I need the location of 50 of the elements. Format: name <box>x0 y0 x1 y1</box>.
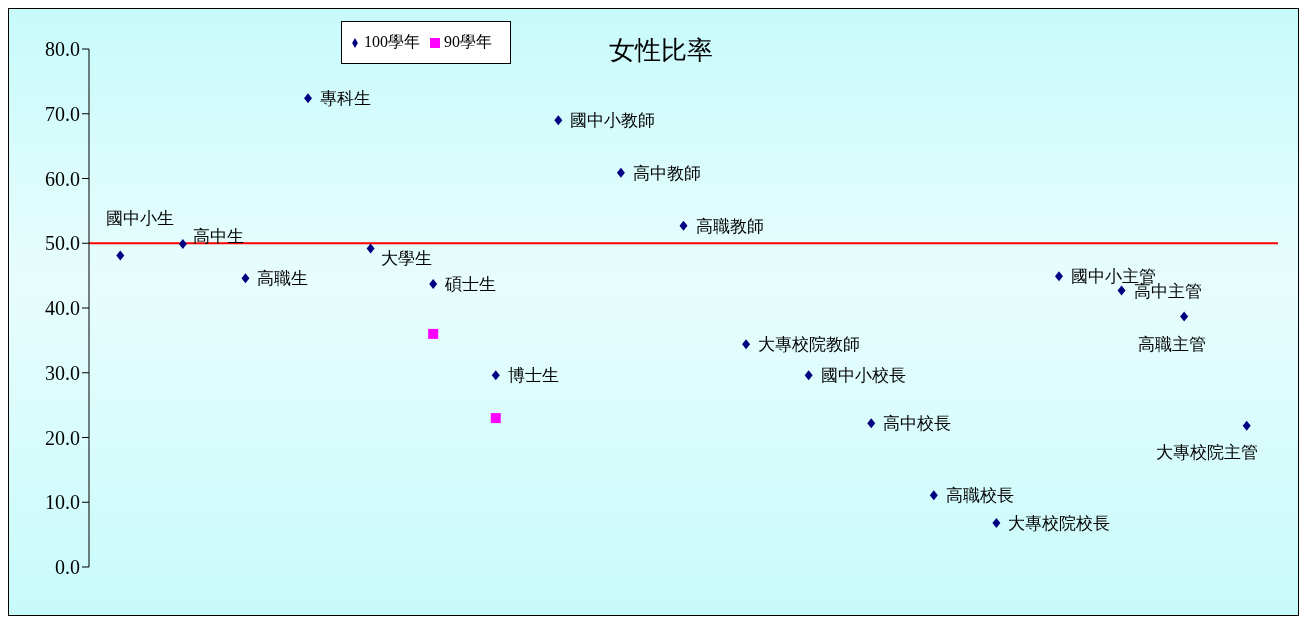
point <box>1180 311 1189 322</box>
point <box>241 273 250 284</box>
y-tick-label: 0.0 <box>55 556 80 579</box>
annotation: 碩士生 <box>444 274 497 295</box>
annotation: 博士生 <box>507 365 559 386</box>
annotation: 國中小校長 <box>820 365 906 386</box>
annotation: 國中小教師 <box>570 110 656 131</box>
point <box>867 418 876 429</box>
point <box>1117 285 1126 296</box>
annotation: 高職校長 <box>945 485 1014 506</box>
point <box>491 370 500 381</box>
y-tick-label: 70.0 <box>45 102 80 125</box>
point <box>1054 271 1063 282</box>
point <box>679 220 688 231</box>
point <box>428 328 439 339</box>
annotation: 高職主管 <box>1138 334 1207 355</box>
annotation: 大專校院教師 <box>758 334 861 355</box>
point <box>992 517 1001 528</box>
point <box>490 413 501 424</box>
point <box>1242 420 1251 431</box>
point <box>178 238 187 249</box>
y-tick-label: 10.0 <box>45 491 80 514</box>
point <box>366 243 375 254</box>
annotation: 國中小生 <box>106 207 175 228</box>
point <box>304 93 313 104</box>
point <box>929 490 938 501</box>
point <box>804 370 813 381</box>
y-tick-label: 30.0 <box>45 361 80 384</box>
point <box>116 250 125 261</box>
legend-label: 90學年 <box>444 33 492 50</box>
point <box>554 115 563 126</box>
annotation: 高中校長 <box>883 413 952 434</box>
point <box>616 167 625 178</box>
chart-title: 女性比率 <box>609 34 713 67</box>
y-tick-label: 40.0 <box>45 297 80 320</box>
annotation: 高職教師 <box>695 215 764 236</box>
y-tick-label: 80.0 <box>45 38 80 61</box>
annotation: 大專校院校長 <box>1008 512 1111 533</box>
annotation: 高中教師 <box>632 162 701 183</box>
annotation: 高中生 <box>192 225 244 246</box>
legend-label: 100學年 <box>364 33 420 50</box>
annotation: 高職生 <box>257 268 309 289</box>
point <box>742 339 751 350</box>
y-tick-label: 60.0 <box>45 167 80 190</box>
point <box>429 279 438 290</box>
y-tick-label: 20.0 <box>45 426 80 449</box>
annotation: 大學生 <box>380 248 432 269</box>
annotation: 大專校院主管 <box>1155 441 1258 462</box>
y-tick-label: 50.0 <box>45 232 80 255</box>
annotation: 專科生 <box>320 88 372 109</box>
